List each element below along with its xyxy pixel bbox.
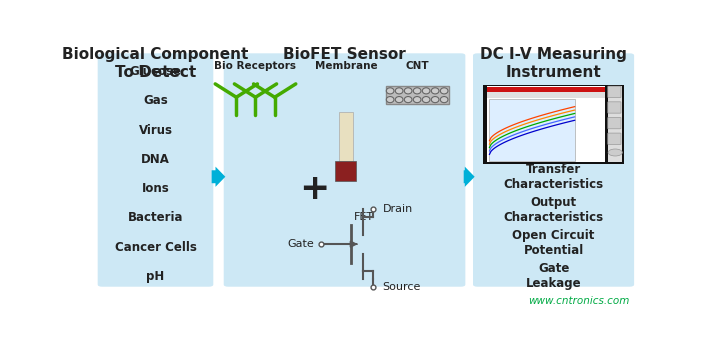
Ellipse shape [440, 88, 448, 94]
Text: Membrane: Membrane [315, 61, 378, 71]
Ellipse shape [431, 97, 439, 103]
Text: Transfer
Characteristics: Transfer Characteristics [503, 163, 604, 191]
Ellipse shape [404, 88, 412, 94]
FancyBboxPatch shape [473, 53, 634, 287]
Ellipse shape [414, 88, 421, 94]
Text: Gate
Leakage: Gate Leakage [526, 262, 581, 290]
FancyBboxPatch shape [608, 102, 621, 113]
Ellipse shape [431, 88, 439, 94]
Text: Virus: Virus [139, 124, 173, 136]
FancyBboxPatch shape [608, 133, 621, 145]
Text: pH: pH [146, 270, 165, 283]
Text: Glucose: Glucose [129, 65, 182, 78]
Ellipse shape [414, 97, 421, 103]
FancyBboxPatch shape [339, 112, 353, 161]
Text: BioFET Sensor: BioFET Sensor [284, 47, 406, 62]
FancyBboxPatch shape [385, 86, 449, 104]
Circle shape [608, 149, 622, 156]
Text: www.cntronics.com: www.cntronics.com [528, 296, 630, 306]
Text: Output
Characteristics: Output Characteristics [503, 196, 604, 224]
FancyBboxPatch shape [486, 86, 605, 162]
Text: Drain: Drain [382, 204, 413, 214]
Text: Source: Source [382, 282, 421, 292]
FancyBboxPatch shape [608, 86, 621, 98]
Ellipse shape [404, 97, 412, 103]
Ellipse shape [395, 97, 403, 103]
FancyBboxPatch shape [489, 99, 575, 161]
FancyBboxPatch shape [608, 118, 621, 129]
Ellipse shape [395, 88, 403, 94]
Polygon shape [211, 167, 226, 187]
FancyBboxPatch shape [98, 53, 214, 287]
Ellipse shape [422, 88, 430, 94]
Text: Gate: Gate [287, 239, 314, 249]
Text: Bio Receptors: Bio Receptors [214, 61, 296, 71]
Text: Gas: Gas [143, 94, 168, 107]
Text: Ions: Ions [141, 182, 170, 195]
FancyBboxPatch shape [336, 161, 356, 181]
Ellipse shape [422, 97, 430, 103]
Text: Cancer Cells: Cancer Cells [115, 241, 197, 254]
Text: Open Circuit
Potential: Open Circuit Potential [513, 229, 595, 257]
Text: Biological Component
To Detect: Biological Component To Detect [62, 47, 249, 80]
Ellipse shape [440, 97, 448, 103]
Text: Bacteria: Bacteria [128, 211, 183, 224]
Text: DC I-V Measuring
Instrument: DC I-V Measuring Instrument [480, 47, 627, 80]
Ellipse shape [386, 97, 394, 103]
FancyBboxPatch shape [486, 92, 605, 98]
FancyBboxPatch shape [483, 85, 624, 164]
Text: FET: FET [354, 212, 374, 222]
Text: +: + [299, 172, 329, 206]
Text: DNA: DNA [141, 153, 170, 166]
Text: CNT: CNT [405, 61, 429, 71]
FancyBboxPatch shape [486, 87, 605, 92]
Ellipse shape [386, 88, 394, 94]
Polygon shape [464, 167, 474, 187]
FancyBboxPatch shape [223, 53, 465, 287]
FancyBboxPatch shape [608, 86, 621, 162]
